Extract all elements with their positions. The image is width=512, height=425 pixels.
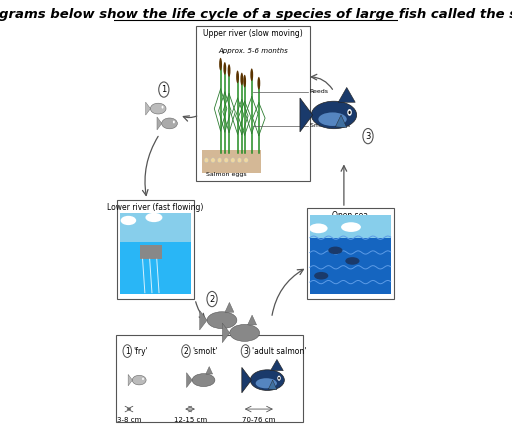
Circle shape — [278, 376, 281, 381]
Ellipse shape — [250, 68, 253, 81]
Text: 3-8 cm: 3-8 cm — [117, 416, 141, 423]
Circle shape — [173, 121, 175, 123]
Ellipse shape — [311, 101, 357, 129]
Text: Lower river (fast flowing): Lower river (fast flowing) — [107, 203, 204, 212]
Ellipse shape — [207, 312, 237, 329]
Text: Upper river (slow moving): Upper river (slow moving) — [203, 29, 303, 39]
FancyBboxPatch shape — [197, 26, 310, 181]
Circle shape — [241, 345, 250, 357]
Circle shape — [142, 377, 144, 380]
FancyBboxPatch shape — [310, 215, 391, 238]
FancyBboxPatch shape — [310, 238, 391, 294]
Ellipse shape — [230, 158, 235, 163]
Ellipse shape — [341, 222, 361, 232]
Ellipse shape — [121, 216, 136, 225]
Polygon shape — [300, 98, 313, 132]
Text: Reeds: Reeds — [310, 89, 329, 94]
Polygon shape — [145, 102, 151, 115]
Ellipse shape — [204, 158, 209, 163]
Text: 3: 3 — [365, 132, 371, 141]
Circle shape — [278, 377, 280, 380]
Circle shape — [347, 109, 352, 116]
Polygon shape — [270, 360, 283, 371]
Polygon shape — [200, 310, 207, 330]
Text: 1: 1 — [125, 346, 130, 356]
Polygon shape — [157, 117, 162, 130]
Text: The diagrams below show the life cycle of a species of large fish called the sal: The diagrams below show the life cycle o… — [0, 8, 512, 21]
Ellipse shape — [219, 58, 222, 71]
Ellipse shape — [218, 158, 222, 163]
Text: 1: 1 — [161, 85, 166, 94]
Circle shape — [123, 345, 132, 357]
Circle shape — [159, 82, 169, 97]
FancyBboxPatch shape — [307, 208, 394, 299]
Circle shape — [182, 345, 190, 357]
Ellipse shape — [243, 75, 246, 88]
Circle shape — [363, 128, 373, 144]
Text: 12-15 cm: 12-15 cm — [174, 416, 207, 423]
Ellipse shape — [309, 224, 328, 233]
Ellipse shape — [224, 158, 228, 163]
Ellipse shape — [328, 246, 343, 254]
Polygon shape — [225, 303, 234, 312]
Polygon shape — [242, 368, 251, 393]
Ellipse shape — [230, 324, 260, 341]
Ellipse shape — [258, 77, 260, 90]
Ellipse shape — [255, 378, 277, 388]
Ellipse shape — [151, 103, 166, 114]
FancyBboxPatch shape — [116, 335, 303, 422]
Polygon shape — [335, 115, 347, 128]
Text: 2: 2 — [184, 346, 188, 356]
Text: Approx. 5 years: Approx. 5 years — [323, 230, 378, 236]
Polygon shape — [248, 315, 257, 325]
Polygon shape — [268, 380, 277, 390]
Ellipse shape — [223, 62, 226, 75]
FancyBboxPatch shape — [120, 242, 191, 294]
Text: 3: 3 — [243, 346, 248, 356]
Circle shape — [207, 292, 217, 307]
Polygon shape — [222, 323, 230, 343]
Circle shape — [162, 106, 163, 109]
Circle shape — [349, 111, 351, 114]
Ellipse shape — [145, 213, 162, 222]
Text: 'fry': 'fry' — [134, 346, 148, 356]
Polygon shape — [186, 373, 192, 388]
Ellipse shape — [237, 158, 242, 163]
Ellipse shape — [244, 158, 248, 163]
Text: 70-76 cm: 70-76 cm — [242, 416, 275, 423]
Ellipse shape — [250, 370, 284, 391]
Ellipse shape — [314, 272, 328, 280]
Text: 2: 2 — [209, 295, 215, 303]
FancyBboxPatch shape — [202, 150, 261, 173]
Text: 'smolt': 'smolt' — [192, 346, 218, 356]
Ellipse shape — [211, 158, 215, 163]
Ellipse shape — [132, 375, 146, 385]
Ellipse shape — [236, 71, 239, 83]
FancyBboxPatch shape — [117, 200, 194, 299]
Ellipse shape — [318, 112, 347, 126]
Text: Approx. 4 years: Approx. 4 years — [127, 221, 183, 228]
Text: Open sea: Open sea — [332, 211, 368, 221]
FancyBboxPatch shape — [120, 212, 191, 247]
Ellipse shape — [228, 64, 230, 77]
Ellipse shape — [241, 73, 243, 85]
Text: Small stones: Small stones — [310, 123, 350, 128]
Polygon shape — [338, 88, 355, 102]
Text: Approx. 5-6 months: Approx. 5-6 months — [218, 48, 288, 54]
FancyBboxPatch shape — [140, 245, 162, 259]
Polygon shape — [206, 367, 212, 374]
Text: Salmon eggs: Salmon eggs — [206, 172, 247, 177]
Ellipse shape — [162, 118, 177, 129]
Text: 'adult salmon': 'adult salmon' — [252, 346, 306, 356]
Ellipse shape — [192, 374, 215, 387]
Polygon shape — [128, 374, 133, 386]
Ellipse shape — [345, 257, 359, 265]
